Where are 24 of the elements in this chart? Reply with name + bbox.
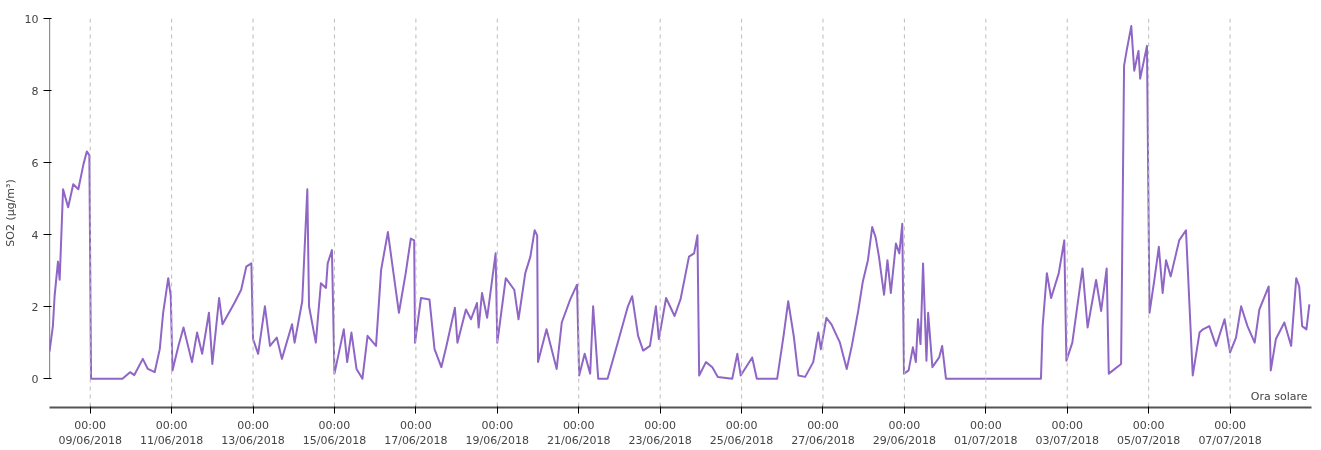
x-tick-label: 00:00 09/06/2018 <box>58 418 122 448</box>
x-tick-label: 00:00 07/07/2018 <box>1198 418 1262 448</box>
x-tick-label: 00:00 13/06/2018 <box>221 418 285 448</box>
y-tick-label: 2 <box>31 300 39 314</box>
y-tick-label: 6 <box>31 156 39 170</box>
x-axis-title: Ora solare <box>1250 390 1308 404</box>
y-tick-label: 0 <box>31 372 39 386</box>
x-tick-label: 00:00 29/06/2018 <box>872 418 937 448</box>
x-tick-label: 00:00 03/07/2018 <box>1035 418 1099 448</box>
y-tick-label: 10 <box>24 12 39 26</box>
x-tick-label: 00:00 11/06/2018 <box>139 418 204 448</box>
x-tick-label: 00:00 27/06/2018 <box>791 418 855 448</box>
x-tick-label: 00:00 17/06/2018 <box>384 418 448 448</box>
y-axis-title: SO2 (µg/m³) <box>3 179 17 247</box>
x-tick-label: 00:00 05/07/2018 <box>1116 418 1181 448</box>
y-tick-label: 4 <box>31 228 39 242</box>
x-tick-label: 00:00 19/06/2018 <box>465 418 530 448</box>
x-tick-label: 00:00 01/07/2018 <box>954 418 1018 448</box>
x-tick-label: 00:00 23/06/2018 <box>628 418 692 448</box>
x-tick-label: 00:00 15/06/2018 <box>302 418 367 448</box>
x-tick-label: 00:00 21/06/2018 <box>547 418 611 448</box>
line-series <box>49 25 1311 380</box>
y-tick-label: 8 <box>31 84 39 98</box>
x-tick-label: 00:00 25/06/2018 <box>709 418 774 448</box>
